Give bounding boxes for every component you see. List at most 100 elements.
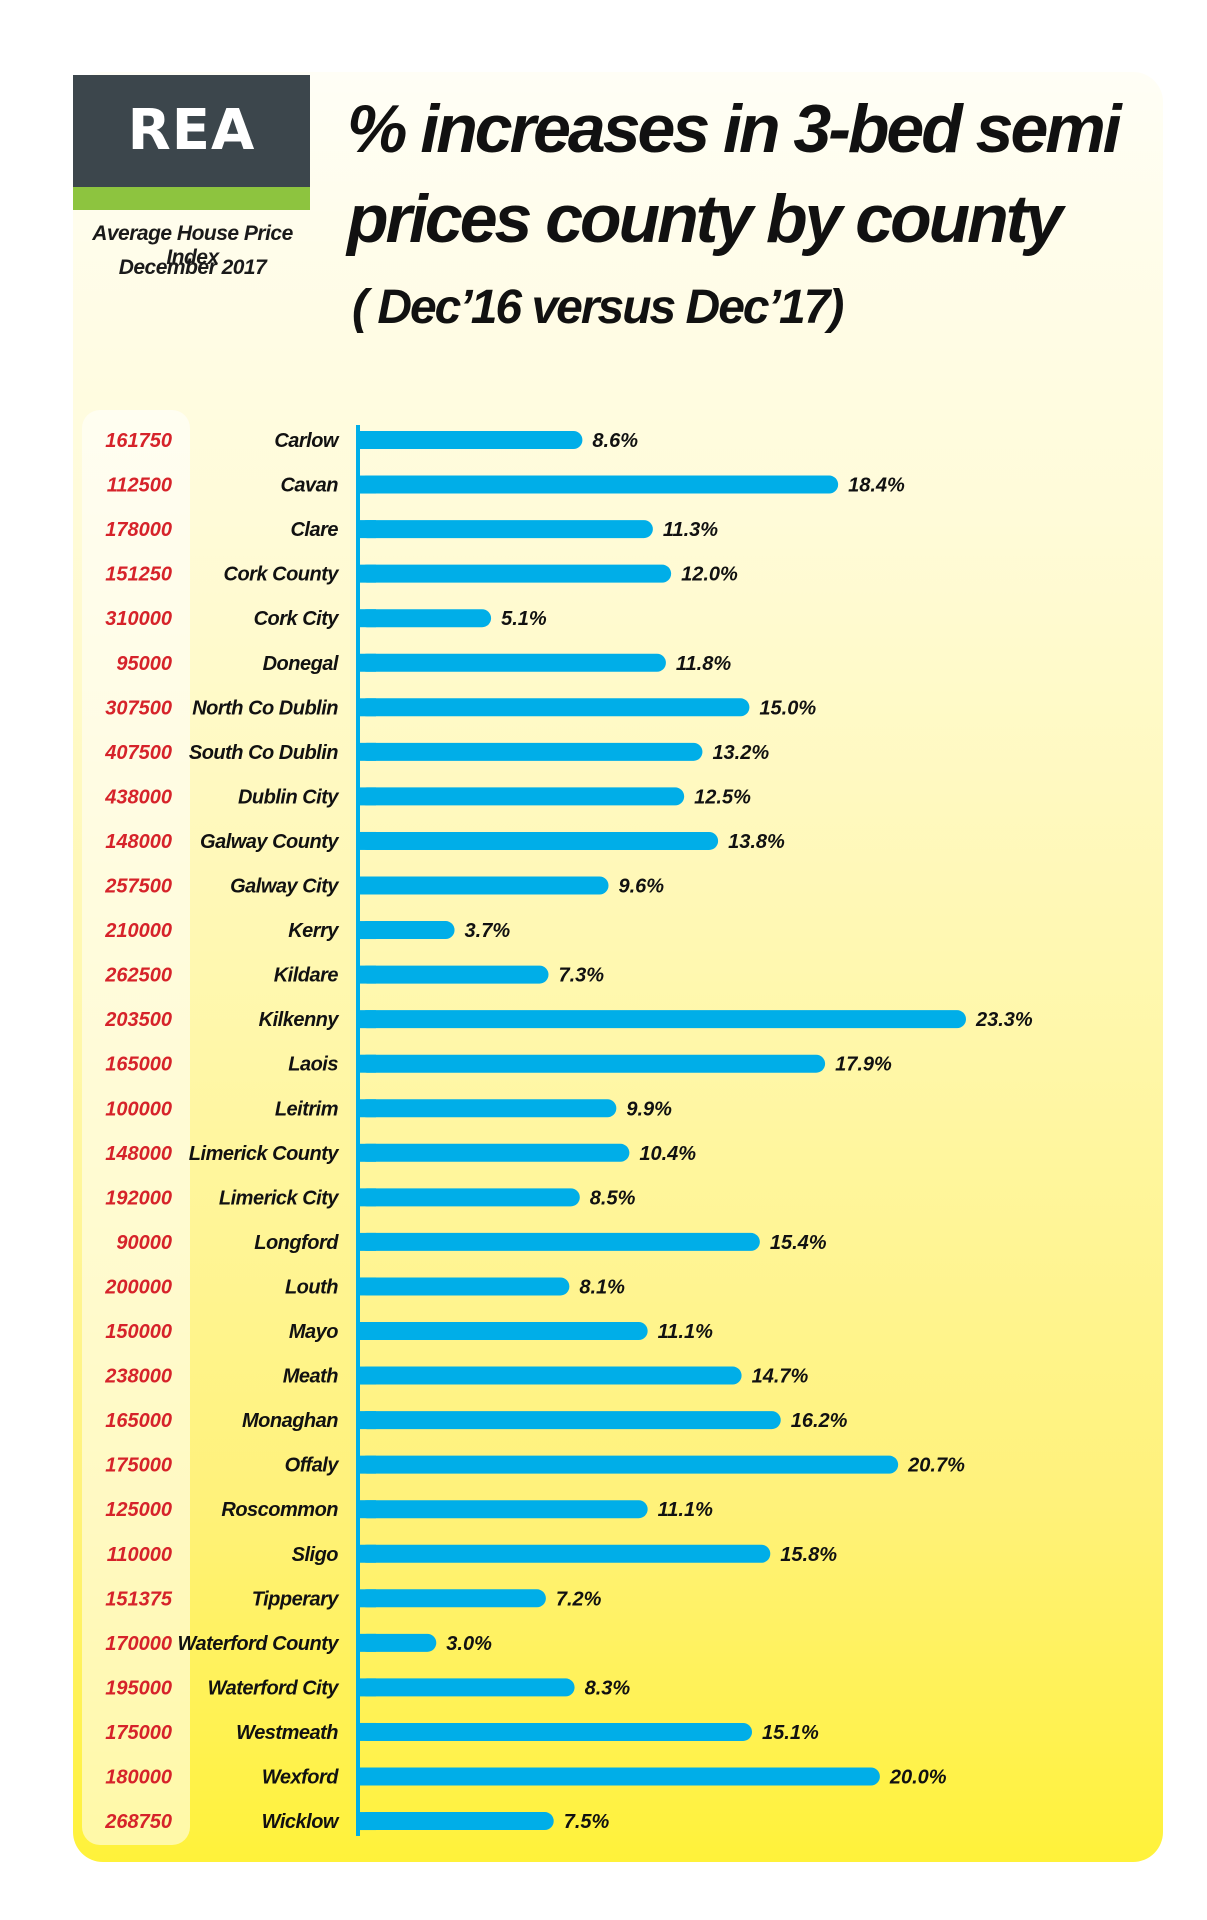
- category-label: Cavan: [280, 475, 338, 497]
- data-label: 7.2%: [556, 1588, 602, 1610]
- category-label: Leitrim: [275, 1098, 338, 1120]
- bar-base: [358, 431, 376, 449]
- category-label: Carlow: [274, 430, 340, 452]
- bar-base: [358, 1722, 376, 1741]
- data-label: 9.6%: [619, 876, 665, 898]
- data-label: 11.1%: [658, 1499, 713, 1521]
- price-label: 175000: [105, 1722, 172, 1744]
- category-label: Kerry: [288, 920, 339, 942]
- bar: [358, 965, 549, 984]
- bar: [358, 1322, 648, 1340]
- category-label: Dublin City: [238, 786, 339, 808]
- data-label: 5.1%: [501, 608, 547, 630]
- price-label: 192000: [105, 1187, 172, 1209]
- category-label: Clare: [290, 519, 338, 541]
- price-label: 165000: [105, 1054, 172, 1076]
- data-label: 13.2%: [712, 742, 769, 764]
- category-label: Cork City: [254, 608, 340, 630]
- price-label: 257500: [104, 876, 172, 898]
- price-label: 200000: [104, 1276, 172, 1298]
- bar: [358, 698, 750, 717]
- bar: [358, 475, 839, 494]
- bar: [358, 1500, 648, 1519]
- data-label: 11.3%: [663, 519, 718, 541]
- bar: [358, 742, 703, 761]
- category-label: Westmeath: [236, 1722, 338, 1744]
- category-label: Louth: [285, 1276, 338, 1298]
- bar: [358, 520, 653, 539]
- price-label: 151250: [105, 564, 172, 586]
- price-label: 148000: [105, 1143, 172, 1165]
- chart-title-line2: prices county by county: [347, 181, 1063, 257]
- bar-base: [358, 831, 376, 850]
- price-label: 170000: [105, 1633, 172, 1655]
- data-label: 15.8%: [780, 1544, 837, 1566]
- data-label: 7.3%: [558, 965, 604, 987]
- bar-base: [358, 1678, 376, 1697]
- category-label: Kildare: [274, 965, 339, 987]
- data-label: 20.7%: [907, 1455, 965, 1477]
- bar: [358, 831, 719, 850]
- price-label: 262500: [104, 965, 172, 987]
- chart-subtitle: ( Dec’16 versus Dec’17): [352, 281, 844, 334]
- price-label: 161750: [105, 430, 172, 452]
- category-label: Cork County: [224, 564, 340, 586]
- data-label: 9.9%: [626, 1098, 672, 1120]
- category-label: Limerick City: [219, 1187, 339, 1209]
- bar-base: [358, 1188, 376, 1207]
- data-label: 23.3%: [975, 1009, 1033, 1031]
- data-label: 15.1%: [762, 1722, 819, 1744]
- bar: [358, 1188, 580, 1207]
- category-label: Offaly: [285, 1455, 340, 1477]
- data-label: 11.8%: [676, 653, 731, 675]
- bar: [358, 1812, 554, 1831]
- bar: [358, 1544, 771, 1563]
- data-label: 15.0%: [759, 697, 816, 719]
- bar-base: [358, 520, 376, 539]
- price-column-background: [82, 410, 190, 1845]
- rea-logo: [73, 75, 310, 187]
- bar-base: [358, 609, 376, 628]
- bar-base: [358, 742, 376, 761]
- category-label: Waterford County: [177, 1633, 339, 1655]
- price-label: 150000: [105, 1321, 172, 1343]
- bar: [358, 1366, 742, 1385]
- bar: [358, 1633, 437, 1652]
- category-label: Laois: [288, 1054, 338, 1076]
- category-label: Kilkenny: [259, 1009, 340, 1031]
- data-label: 3.0%: [446, 1633, 492, 1655]
- price-label: 203500: [104, 1009, 172, 1031]
- bar: [358, 609, 492, 628]
- bar-base: [358, 1099, 376, 1118]
- bar-base: [358, 1589, 376, 1608]
- data-label: 8.3%: [585, 1677, 631, 1699]
- index-name: Average House Price Index: [92, 222, 293, 269]
- bar: [358, 1589, 546, 1608]
- chart-background-panel: [73, 72, 1163, 1862]
- category-label: Galway County: [200, 831, 339, 853]
- price-label: 268750: [104, 1811, 172, 1833]
- bar-base: [358, 475, 376, 494]
- bar: [358, 1232, 760, 1251]
- bar-base: [358, 653, 376, 672]
- bar: [358, 1455, 899, 1474]
- category-label: Roscommon: [221, 1499, 338, 1521]
- price-label: 195000: [105, 1677, 172, 1699]
- bar-base: [358, 965, 376, 984]
- data-label: 12.5%: [694, 786, 751, 808]
- bar-base: [358, 1322, 376, 1340]
- data-label: 17.9%: [835, 1054, 892, 1076]
- rea-logo-text: REA: [127, 98, 256, 163]
- category-label: Longford: [254, 1232, 339, 1254]
- price-label: 95000: [116, 653, 172, 675]
- category-label: Tipperary: [252, 1588, 340, 1610]
- price-label: 125000: [105, 1499, 172, 1521]
- bar: [358, 876, 609, 895]
- price-label: 180000: [105, 1767, 172, 1789]
- price-label: 148000: [105, 831, 172, 853]
- bar: [358, 1054, 826, 1073]
- bar-base: [358, 1411, 376, 1430]
- category-label: Mayo: [289, 1321, 338, 1343]
- bar-base: [358, 921, 376, 940]
